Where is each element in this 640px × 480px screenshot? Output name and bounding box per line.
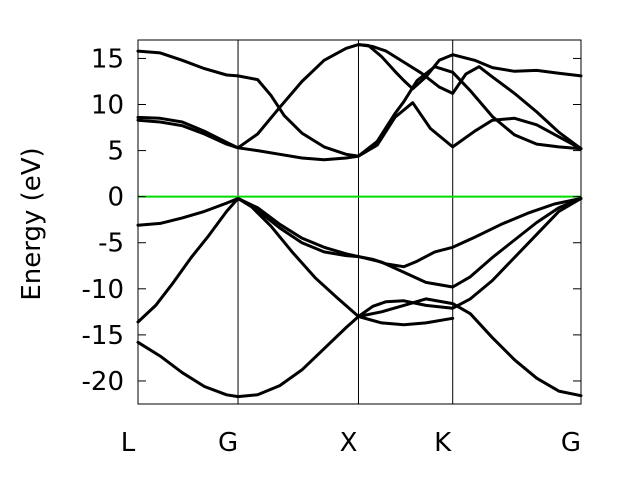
axis-ticks: 15 10 5 0 -5 -10 -15 -20 L G X K G: [82, 44, 582, 458]
band-line-1: [136, 297, 583, 399]
x-tick-label-g: G: [561, 428, 581, 458]
x-tick-label-l: L: [121, 428, 136, 458]
band-line-5: [357, 197, 583, 318]
band-line-2: [136, 197, 455, 327]
y-tick-label: -10: [82, 275, 124, 305]
y-tick-label: 10: [91, 91, 124, 121]
y-tick-label: 5: [107, 137, 124, 167]
band-line-6: [136, 65, 583, 162]
y-tick-label: 15: [91, 44, 124, 74]
y-tick-label: 0: [107, 183, 124, 213]
plot-frame: [137, 39, 582, 405]
band-line-8: [136, 49, 583, 158]
kpath-divider-lines: [237, 40, 454, 404]
band-line-4: [236, 197, 583, 269]
band-lines: [136, 43, 583, 399]
band-line-7: [136, 43, 583, 151]
x-tick-label-k: K: [434, 428, 452, 458]
y-tick-label: -5: [98, 229, 124, 259]
x-tick-label-g: G: [218, 428, 238, 458]
y-tick-label: -15: [82, 321, 124, 351]
band-line-9: [357, 43, 583, 91]
x-tick-label-x: X: [340, 428, 358, 458]
y-axis-title: Energy (eV): [17, 147, 47, 300]
y-tick-label: -20: [82, 367, 124, 397]
